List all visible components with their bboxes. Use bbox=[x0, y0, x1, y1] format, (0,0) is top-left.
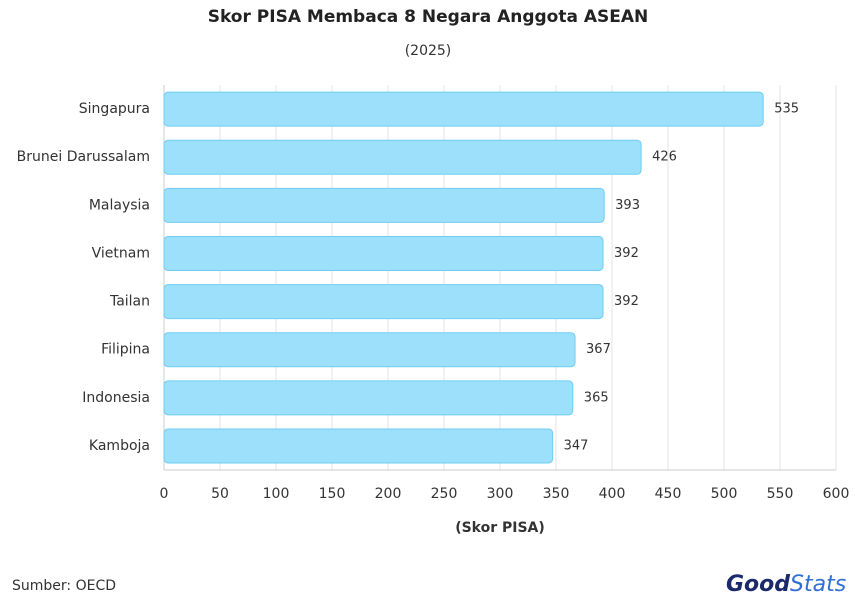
bar bbox=[163, 235, 604, 271]
x-tick-label: 100 bbox=[263, 486, 290, 502]
x-tick-label: 50 bbox=[211, 486, 229, 502]
y-tick-label: Tailan bbox=[109, 294, 150, 310]
value-label: 367 bbox=[586, 342, 611, 357]
value-label: 426 bbox=[652, 150, 677, 165]
chart-title: Skor PISA Membaca 8 Negara Anggota ASEAN bbox=[208, 7, 649, 27]
bar bbox=[163, 332, 576, 368]
x-tick-label: 400 bbox=[599, 486, 626, 502]
x-tick-label: 550 bbox=[767, 486, 794, 502]
source: Sumber: OECD bbox=[12, 578, 116, 594]
bar bbox=[163, 380, 574, 416]
value-label: 347 bbox=[564, 438, 589, 453]
brand-logo: GoodStats bbox=[726, 572, 846, 597]
brand-part: Stats bbox=[790, 572, 846, 597]
y-tick-label: Filipina bbox=[101, 342, 150, 358]
x-tick-label: 450 bbox=[655, 486, 682, 502]
x-tick-label: 250 bbox=[431, 486, 458, 502]
x-tick-label: 500 bbox=[711, 486, 738, 502]
x-tick-label: 350 bbox=[543, 486, 570, 502]
x-tick-label: 0 bbox=[160, 486, 169, 502]
bar bbox=[163, 139, 642, 175]
bar bbox=[163, 284, 604, 320]
y-tick-label: Indonesia bbox=[82, 390, 150, 406]
y-tick-label: Brunei Darussalam bbox=[17, 149, 150, 165]
value-label: 535 bbox=[774, 102, 799, 117]
bar bbox=[163, 91, 764, 127]
value-label: 392 bbox=[614, 246, 639, 261]
x-axis-label: (Skor PISA) bbox=[455, 520, 545, 536]
value-label: 392 bbox=[614, 294, 639, 309]
brand-part: Good bbox=[726, 572, 790, 597]
x-tick-label: 150 bbox=[319, 486, 346, 502]
bar bbox=[163, 187, 605, 223]
y-tick-label: Singapura bbox=[79, 101, 150, 117]
bar bbox=[163, 428, 554, 464]
y-tick-label: Malaysia bbox=[89, 197, 150, 213]
y-tick-label: Vietnam bbox=[92, 245, 150, 261]
x-tick-label: 600 bbox=[823, 486, 850, 502]
x-tick-label: 300 bbox=[487, 486, 514, 502]
x-tick-label: 200 bbox=[375, 486, 402, 502]
y-tick-label: Kamboja bbox=[89, 438, 150, 454]
value-label: 365 bbox=[584, 390, 609, 405]
chart-subtitle: (2025) bbox=[405, 43, 452, 59]
value-label: 393 bbox=[615, 198, 640, 213]
